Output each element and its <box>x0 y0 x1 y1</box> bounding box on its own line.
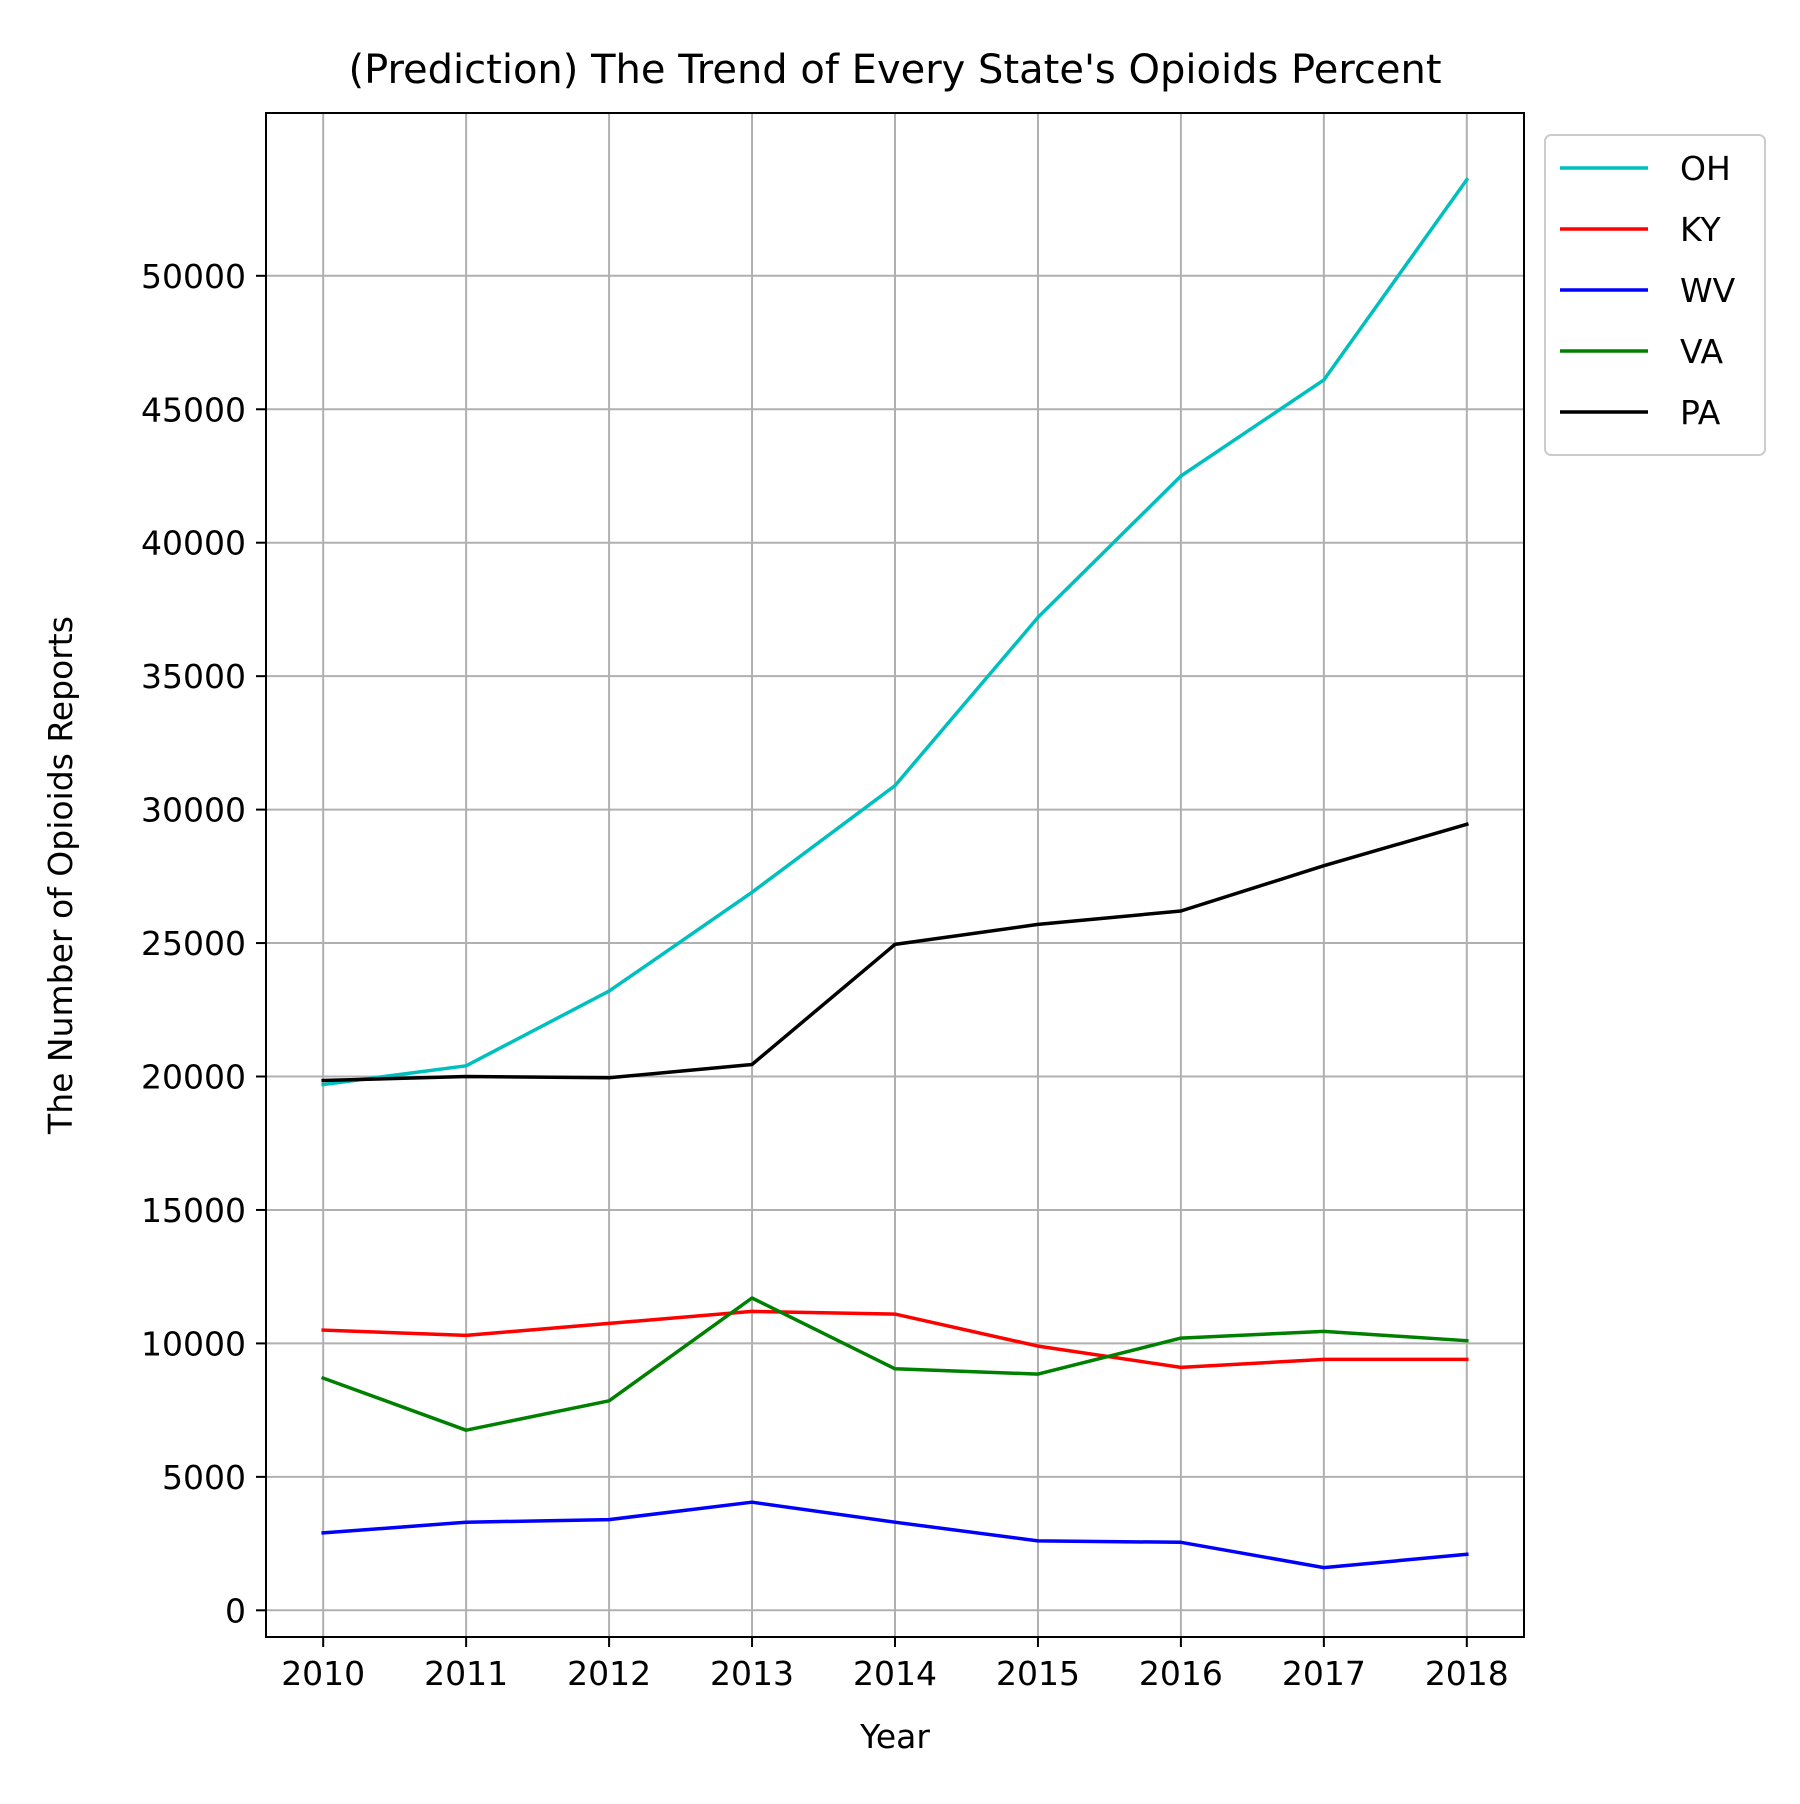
legend-label: KY <box>1680 210 1721 249</box>
legend-label: OH <box>1680 149 1731 188</box>
x-tick-label: 2018 <box>1425 1654 1509 1693</box>
y-tick-label: 25000 <box>141 924 246 963</box>
y-tick-label: 35000 <box>141 657 246 696</box>
series-line-wv <box>321 1500 1469 1570</box>
series-line-pa <box>321 822 1469 1083</box>
legend-items: OH KY WV VA PA <box>1560 149 1736 432</box>
y-tick-label: 45000 <box>141 390 246 429</box>
y-tick-label: 0 <box>225 1591 246 1630</box>
legend-label: PA <box>1680 393 1721 432</box>
legend: OH KY WV VA PA <box>1544 134 1766 456</box>
legend-label: VA <box>1680 332 1723 371</box>
x-tick-label: 2015 <box>996 1654 1080 1693</box>
series-layer <box>320 177 1470 1570</box>
y-tick-label: 15000 <box>141 1191 246 1230</box>
legend-item-ky: KY <box>1560 210 1721 249</box>
y-axis-label: The Number of Opioids Reports <box>41 616 80 1135</box>
chart-title: (Prediction) The Trend of Every State's … <box>348 47 1441 93</box>
legend-label: WV <box>1680 271 1736 310</box>
series-line-oh <box>321 177 1470 1087</box>
legend-item-wv: WV <box>1560 271 1736 310</box>
x-tick-label: 2012 <box>567 1654 651 1693</box>
legend-item-pa: PA <box>1560 393 1721 432</box>
y-tick-label: 30000 <box>141 791 246 830</box>
x-tick-label: 2013 <box>710 1654 794 1693</box>
legend-item-va: VA <box>1560 332 1723 371</box>
series-line-ky <box>321 1309 1469 1370</box>
y-tick-label: 40000 <box>141 524 246 563</box>
y-tick-label: 50000 <box>141 257 246 296</box>
y-tick-label: 10000 <box>141 1324 246 1363</box>
ticks-layer: 2010 2011 2012 2013 2014 2015 2016 2017 2018 0 500… <box>141 257 1509 1693</box>
legend-item-oh: OH <box>1560 149 1731 188</box>
y-tick-label: 20000 <box>141 1058 246 1097</box>
x-tick-label: 2017 <box>1282 1654 1366 1693</box>
x-tick-label: 2011 <box>424 1654 508 1693</box>
x-axis-label: Year <box>859 1717 930 1756</box>
legend-box <box>1544 134 1766 456</box>
x-tick-label: 2010 <box>281 1654 365 1693</box>
series-line-va <box>320 1296 1469 1432</box>
x-tick-label: 2014 <box>853 1654 937 1693</box>
grid-layer <box>266 113 1524 1637</box>
y-tick-label: 5000 <box>162 1458 246 1497</box>
x-tick-label: 2016 <box>1139 1654 1223 1693</box>
